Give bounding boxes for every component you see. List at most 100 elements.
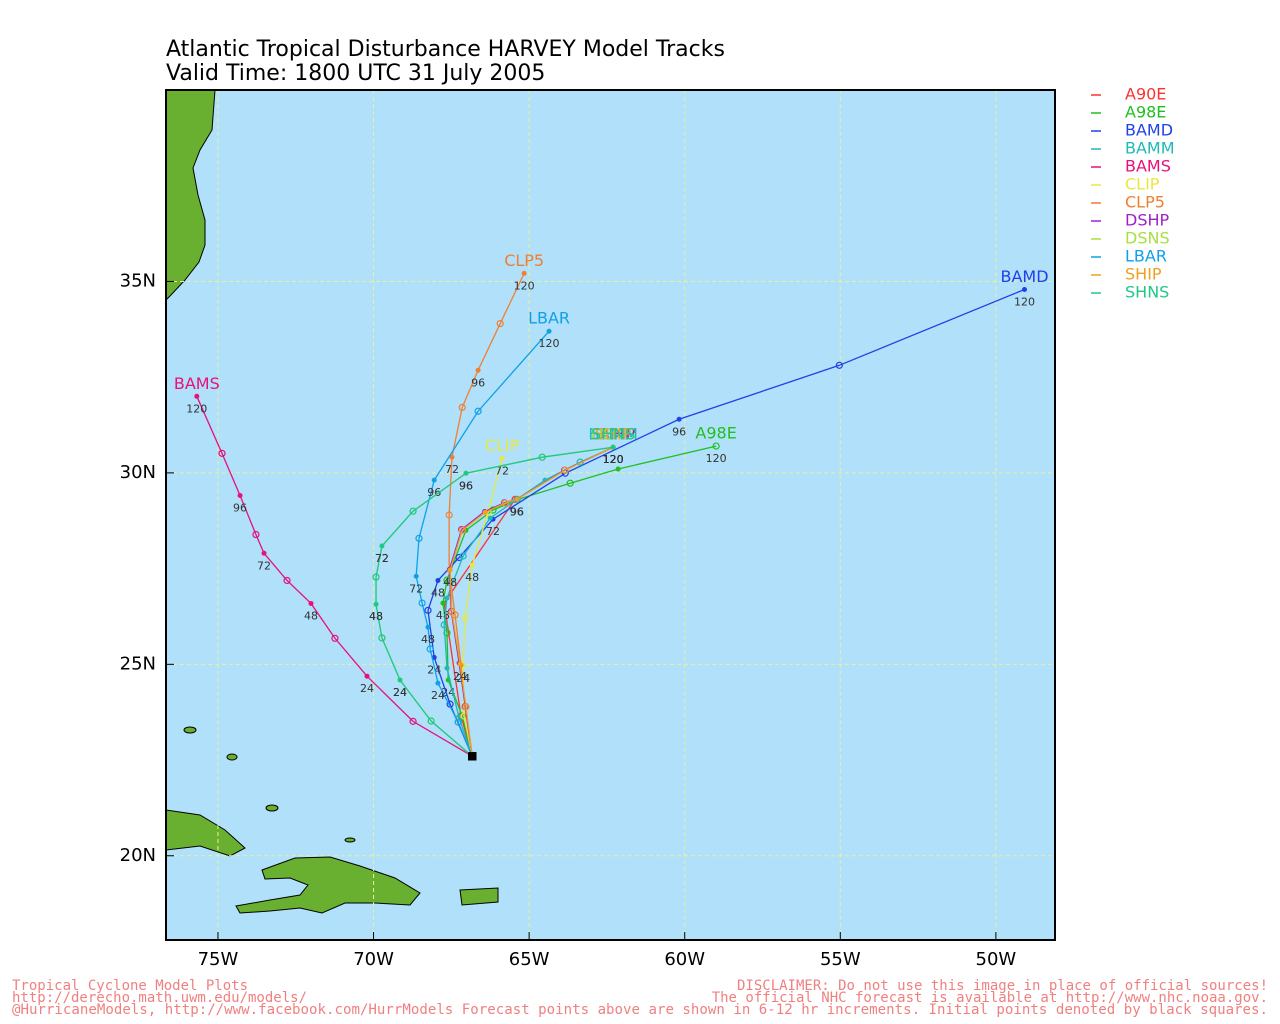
x-tick-label: 70W: [353, 949, 394, 970]
plot-area: 2448120A98E24487296120BAMD120BAMM2448729…: [166, 90, 1055, 940]
forecast-point: [261, 550, 267, 556]
forecast-point: [454, 718, 462, 726]
track-line: [375, 446, 614, 757]
forecast-point: [283, 576, 291, 585]
initial-point: [468, 752, 477, 761]
forecast-point: [496, 319, 504, 328]
forecast-point: [457, 661, 463, 667]
forecast-point: [378, 634, 386, 642]
hour-label: 120: [539, 337, 560, 350]
hour-label: 48: [436, 609, 450, 622]
island: [344, 837, 356, 843]
hour-label: 72: [375, 552, 389, 565]
hour-label: 72: [486, 525, 500, 538]
forecast-point: [331, 634, 339, 642]
track-end-label: SHNS: [591, 425, 635, 444]
forecast-point: [538, 453, 546, 461]
forecast-point: [482, 509, 488, 515]
forecast-point: [474, 407, 482, 415]
forecast-point: [409, 717, 417, 725]
forecast-point: [435, 680, 441, 686]
hour-label: 96: [233, 501, 247, 514]
hour-label: 120: [186, 402, 207, 415]
forecast-point: [469, 562, 475, 568]
track-end-label: BAMS: [174, 374, 220, 393]
track-line: [415, 330, 550, 757]
track-end-label: BAMM: [588, 425, 638, 444]
forecast-point: [415, 534, 423, 542]
hour-label: 96: [427, 486, 441, 499]
hour-label: 120: [603, 453, 624, 466]
track-end-label: A98E: [695, 424, 736, 443]
hour-label: 24: [453, 670, 467, 683]
forecast-point: [1022, 286, 1028, 292]
chart-subtitle: Valid Time: 1800 UTC 31 July 2005: [166, 61, 545, 86]
cuba: [166, 809, 246, 857]
track-end-label: LBAR: [528, 309, 570, 328]
forecast-point: [458, 403, 466, 412]
forecast-point: [237, 492, 243, 498]
forecast-point: [610, 444, 616, 450]
hour-label: 120: [603, 453, 624, 466]
land: [166, 90, 499, 914]
frame: [165, 89, 1056, 941]
forecast-point: [501, 499, 509, 507]
forecast-point: [308, 600, 314, 606]
forecast-point: [252, 530, 260, 539]
x-tick-label: 65W: [509, 949, 550, 970]
track-line: [449, 446, 614, 757]
forecast-point: [447, 567, 453, 573]
legend-label: SHIP: [1125, 265, 1162, 284]
track-end-label: DSHP: [591, 425, 636, 444]
hour-label: 96: [459, 479, 473, 492]
track-line: [427, 288, 1025, 757]
forecast-point: [615, 466, 621, 472]
legend-label: A90E: [1125, 85, 1166, 104]
forecast-point: [194, 393, 200, 399]
forecast-point: [712, 442, 720, 450]
forecast-point: [445, 511, 453, 519]
forecast-point: [513, 495, 521, 503]
track-end-label: DSNS: [591, 425, 636, 444]
legend-label: BAMM: [1125, 139, 1175, 158]
hour-label: 24: [393, 686, 407, 699]
x-tick-label: 55W: [820, 949, 861, 970]
forecast-point: [462, 703, 470, 711]
hour-label: 72: [445, 463, 459, 476]
x-tick-label: 60W: [664, 949, 705, 970]
footer-note: @HurricaneModels, http://www.facebook.co…: [12, 1002, 1268, 1018]
hour-label: 96: [672, 425, 686, 438]
forecast-point: [546, 328, 552, 334]
track-end-label: CLIP: [485, 436, 520, 455]
x-tick-label: 50W: [976, 949, 1017, 970]
hour-label: 120: [603, 453, 624, 466]
forecast-point: [424, 606, 432, 614]
y-tick-label: 20N: [120, 845, 156, 866]
legend-label: DSNS: [1125, 229, 1170, 248]
legend-label: CLIP: [1125, 175, 1160, 194]
forecast-point: [676, 416, 682, 422]
puerto-rico: [459, 887, 499, 906]
hour-label: 24: [360, 682, 374, 695]
forecast-point: [431, 477, 437, 483]
hour-label: 96: [471, 376, 485, 389]
forecast-point: [475, 367, 481, 373]
legend-label: BAMS: [1125, 157, 1171, 176]
footer-left: http://derecho.math.uwm.edu/models/: [12, 990, 307, 1006]
forecast-point: [514, 496, 520, 502]
y-tick-label: 30N: [120, 462, 156, 483]
hour-label: 24: [393, 686, 407, 699]
forecast-point: [397, 677, 403, 683]
hour-label: 72: [495, 464, 509, 477]
forecast-point: [418, 599, 426, 607]
track-end-label: CLP5: [504, 251, 544, 270]
forecast-point: [835, 361, 843, 369]
forecast-point: [461, 614, 469, 622]
track-end-label: SHIP: [595, 425, 632, 444]
hour-label: 24: [431, 689, 445, 702]
forecast-point: [463, 470, 469, 476]
hour-label: 48: [304, 609, 318, 622]
legend-label: CLP5: [1125, 193, 1165, 212]
legend-label: SHNS: [1125, 283, 1169, 302]
